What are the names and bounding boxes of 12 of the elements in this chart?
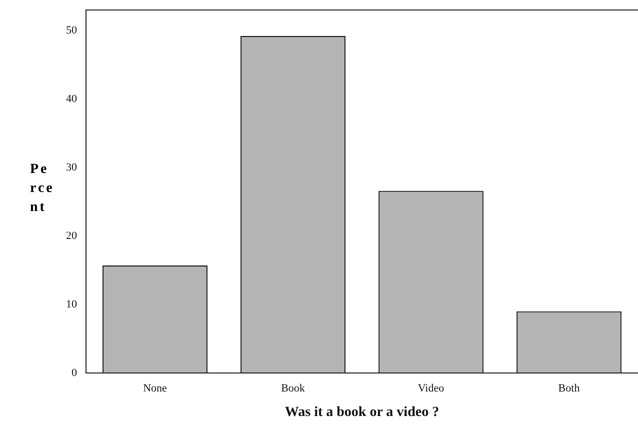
- y-tick-label: 20: [66, 230, 78, 242]
- x-tick-label: Both: [558, 382, 580, 394]
- x-tick-label: None: [143, 382, 168, 394]
- y-tick-label: 10: [66, 298, 78, 310]
- y-tick-label: 40: [66, 92, 78, 105]
- y-tick-label: 50: [66, 24, 78, 36]
- y-tick-label: 0: [72, 366, 78, 379]
- x-tick-label: Book: [281, 382, 306, 394]
- x-axis-title: Was it a book or a video ?: [284, 405, 440, 420]
- y-tick-label: 30: [66, 161, 78, 174]
- y-axis-title: Percent: [30, 161, 56, 217]
- x-tick-label: Video: [418, 382, 445, 394]
